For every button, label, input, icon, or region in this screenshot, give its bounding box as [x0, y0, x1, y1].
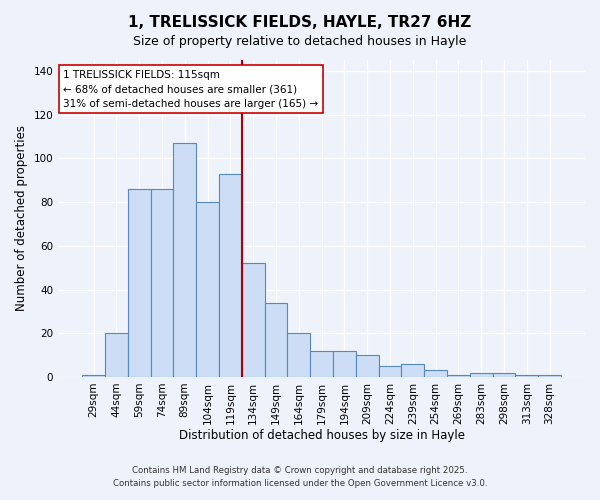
Y-axis label: Number of detached properties: Number of detached properties	[15, 126, 28, 312]
Text: 1 TRELISSICK FIELDS: 115sqm
← 68% of detached houses are smaller (361)
31% of se: 1 TRELISSICK FIELDS: 115sqm ← 68% of det…	[64, 70, 319, 109]
Bar	[538, 375, 561, 377]
Text: Size of property relative to detached houses in Hayle: Size of property relative to detached ho…	[133, 35, 467, 48]
Bar	[379, 366, 401, 377]
Bar	[356, 355, 379, 377]
Bar	[105, 333, 128, 377]
Bar	[424, 370, 447, 377]
Text: Contains HM Land Registry data © Crown copyright and database right 2025.
Contai: Contains HM Land Registry data © Crown c…	[113, 466, 487, 487]
Bar	[447, 375, 470, 377]
Bar	[333, 350, 356, 377]
Bar	[401, 364, 424, 377]
Bar	[242, 264, 265, 377]
Bar	[151, 189, 173, 377]
Bar	[310, 350, 333, 377]
Bar	[493, 372, 515, 377]
Bar	[196, 202, 219, 377]
Bar	[128, 189, 151, 377]
X-axis label: Distribution of detached houses by size in Hayle: Distribution of detached houses by size …	[179, 430, 464, 442]
Bar	[82, 375, 105, 377]
Bar	[265, 302, 287, 377]
Bar	[287, 333, 310, 377]
Text: 1, TRELISSICK FIELDS, HAYLE, TR27 6HZ: 1, TRELISSICK FIELDS, HAYLE, TR27 6HZ	[128, 15, 472, 30]
Bar	[219, 174, 242, 377]
Bar	[173, 143, 196, 377]
Bar	[470, 372, 493, 377]
Bar	[515, 375, 538, 377]
